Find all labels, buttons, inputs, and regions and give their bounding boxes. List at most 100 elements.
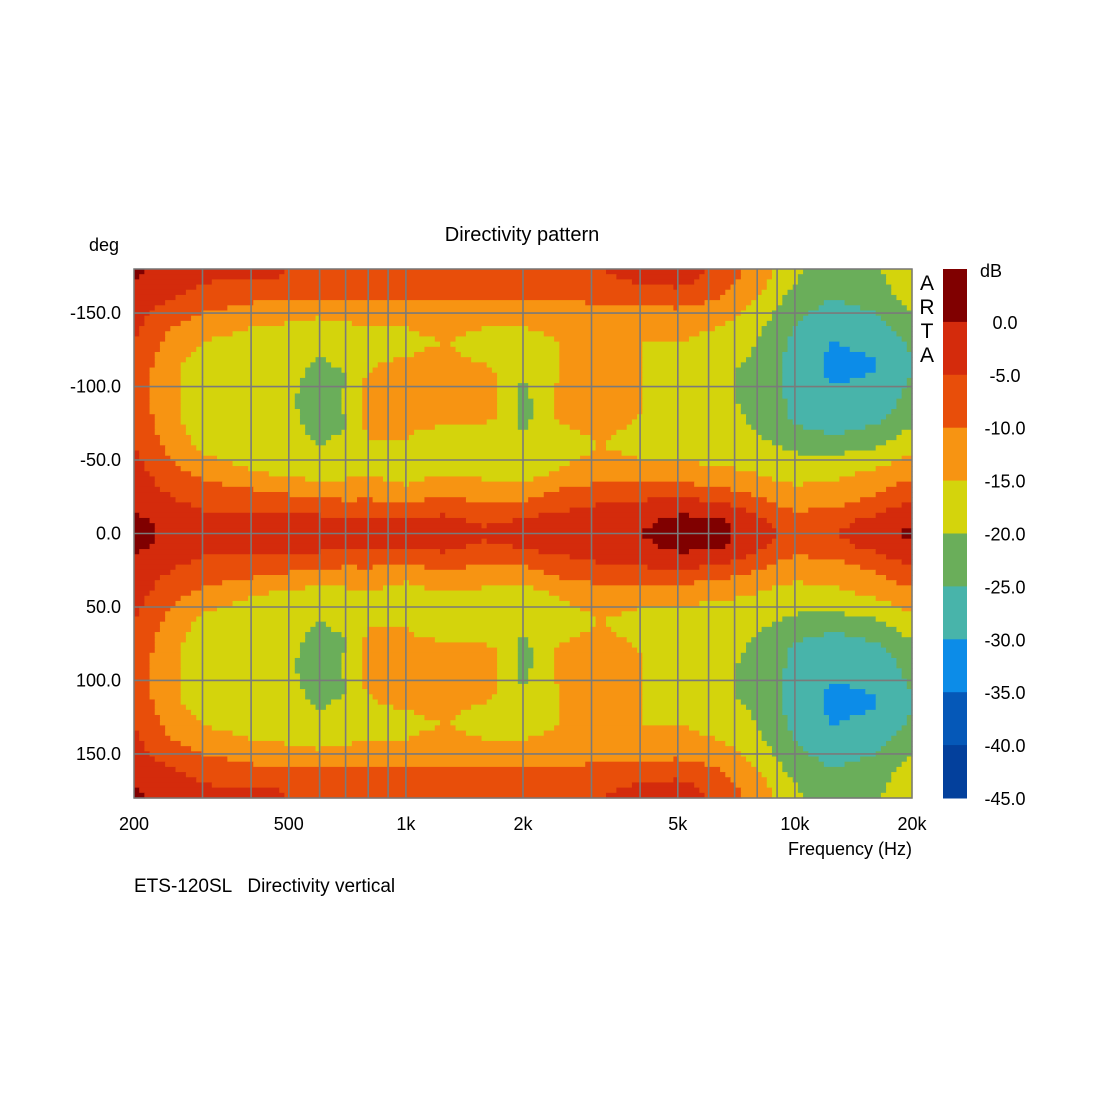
heatmap-cell [134, 336, 166, 343]
heatmap-cell [305, 689, 348, 695]
heatmap-cell [849, 683, 908, 690]
heatmap-cell [751, 709, 783, 716]
heatmap-cell [787, 715, 830, 721]
heatmap-cell [642, 668, 737, 675]
heatmap-cell [455, 336, 555, 343]
heatmap-cell [134, 600, 145, 607]
heatmap-cell [787, 725, 903, 732]
heatmap-cell [782, 616, 877, 623]
heatmap-cell [362, 668, 498, 675]
heatmap-cell [134, 409, 151, 415]
heatmap-cell [134, 424, 156, 431]
heatmap-cell [497, 377, 560, 384]
heatmap-cell [771, 269, 804, 275]
heatmap-cell [886, 414, 913, 421]
heatmap-cell [559, 694, 643, 701]
heatmap-cell [528, 668, 555, 675]
heatmap-cell [678, 512, 690, 519]
heatmap-cell [875, 362, 913, 369]
heatmap-cell [134, 720, 161, 726]
heatmap-cell [792, 735, 892, 742]
heatmap-cell [191, 502, 597, 509]
heatmap-cell [761, 289, 789, 296]
heatmap-cell [880, 419, 913, 426]
heatmap-cell [139, 274, 280, 280]
heatmap-cell [559, 595, 737, 602]
heatmap-cell [139, 326, 171, 332]
heatmap-cell [880, 792, 913, 799]
heatmap-cell [782, 300, 825, 306]
heatmap-cell [154, 580, 223, 586]
heatmap-cell [185, 772, 726, 778]
heatmap-cell [134, 492, 171, 498]
heatmap-cell [180, 320, 286, 327]
heatmap-cell [341, 497, 358, 503]
heatmap-cell [875, 704, 913, 711]
heatmap-cell [782, 668, 903, 675]
heatmap-cell [751, 300, 783, 306]
heatmap-cell [512, 517, 659, 524]
heatmap-cell [134, 274, 140, 280]
heatmap-cell [362, 424, 436, 431]
heatmap-cell [605, 621, 773, 628]
heatmap-cell [559, 715, 643, 721]
heatmap-cell [310, 626, 332, 633]
heatmap-cell [590, 611, 623, 618]
heatmap-cell [595, 616, 607, 623]
heatmap-cell [554, 673, 643, 680]
heatmap-cell [860, 564, 913, 571]
x-tick-label: 500 [274, 814, 304, 834]
heatmap-cell [134, 326, 140, 332]
heatmap-cell [735, 689, 783, 695]
heatmap-cell [253, 761, 586, 768]
colorbar-label: -40.0 [984, 736, 1025, 756]
heatmap-cell [294, 657, 343, 664]
heatmap-cell [346, 372, 368, 379]
heatmap-cell [642, 683, 737, 690]
heatmap-cell [605, 269, 706, 275]
heatmap-cell [149, 694, 182, 701]
heatmap-cell [756, 766, 783, 773]
heatmap-cell [134, 564, 177, 571]
heatmap-cell [792, 777, 892, 784]
y-tick-labels: -150.0 -100.0 -50.0 0.0 50.0 100.0 150.0 [70, 303, 121, 764]
heatmap-cell [652, 538, 732, 545]
heatmap-cell [533, 409, 555, 415]
heatmap-cell [134, 481, 156, 488]
heatmap-cell [849, 538, 913, 545]
heatmap-cell [299, 419, 348, 426]
heatmap-cell [159, 346, 197, 353]
heatmap-cell [154, 414, 182, 421]
heatmap-cell [299, 414, 348, 421]
heatmap-cell [497, 689, 560, 695]
heatmap-cell [782, 357, 825, 363]
heatmap-cell [154, 699, 182, 706]
heatmap-cell [896, 663, 913, 669]
heatmap-cell [497, 393, 519, 400]
heatmap-cell [777, 533, 840, 540]
heatmap-cell [787, 403, 898, 410]
heatmap-cell [818, 305, 861, 312]
heatmap-cell [777, 559, 846, 566]
heatmap-cell [134, 632, 156, 638]
heatmap-cell [149, 663, 182, 669]
heatmap-cell [782, 351, 825, 358]
heatmap-cell [559, 720, 643, 726]
heatmap-cell [134, 533, 156, 540]
heatmap-cell [414, 351, 462, 358]
heatmap-cell [771, 746, 804, 752]
heatmap-cell [771, 523, 851, 529]
heatmap-cell [134, 357, 156, 363]
heatmap-cell [315, 704, 327, 711]
heatmap-cell [139, 331, 166, 338]
heatmap-cell [362, 419, 488, 426]
heatmap-cell [569, 637, 628, 644]
heatmap-cell [134, 787, 140, 794]
heatmap-cell [704, 300, 752, 306]
heatmap-cell [481, 735, 529, 742]
heatmap-cell [497, 678, 519, 685]
heatmap-cell [445, 549, 540, 555]
heatmap-cell [382, 585, 426, 592]
heatmap-cell [611, 626, 763, 633]
